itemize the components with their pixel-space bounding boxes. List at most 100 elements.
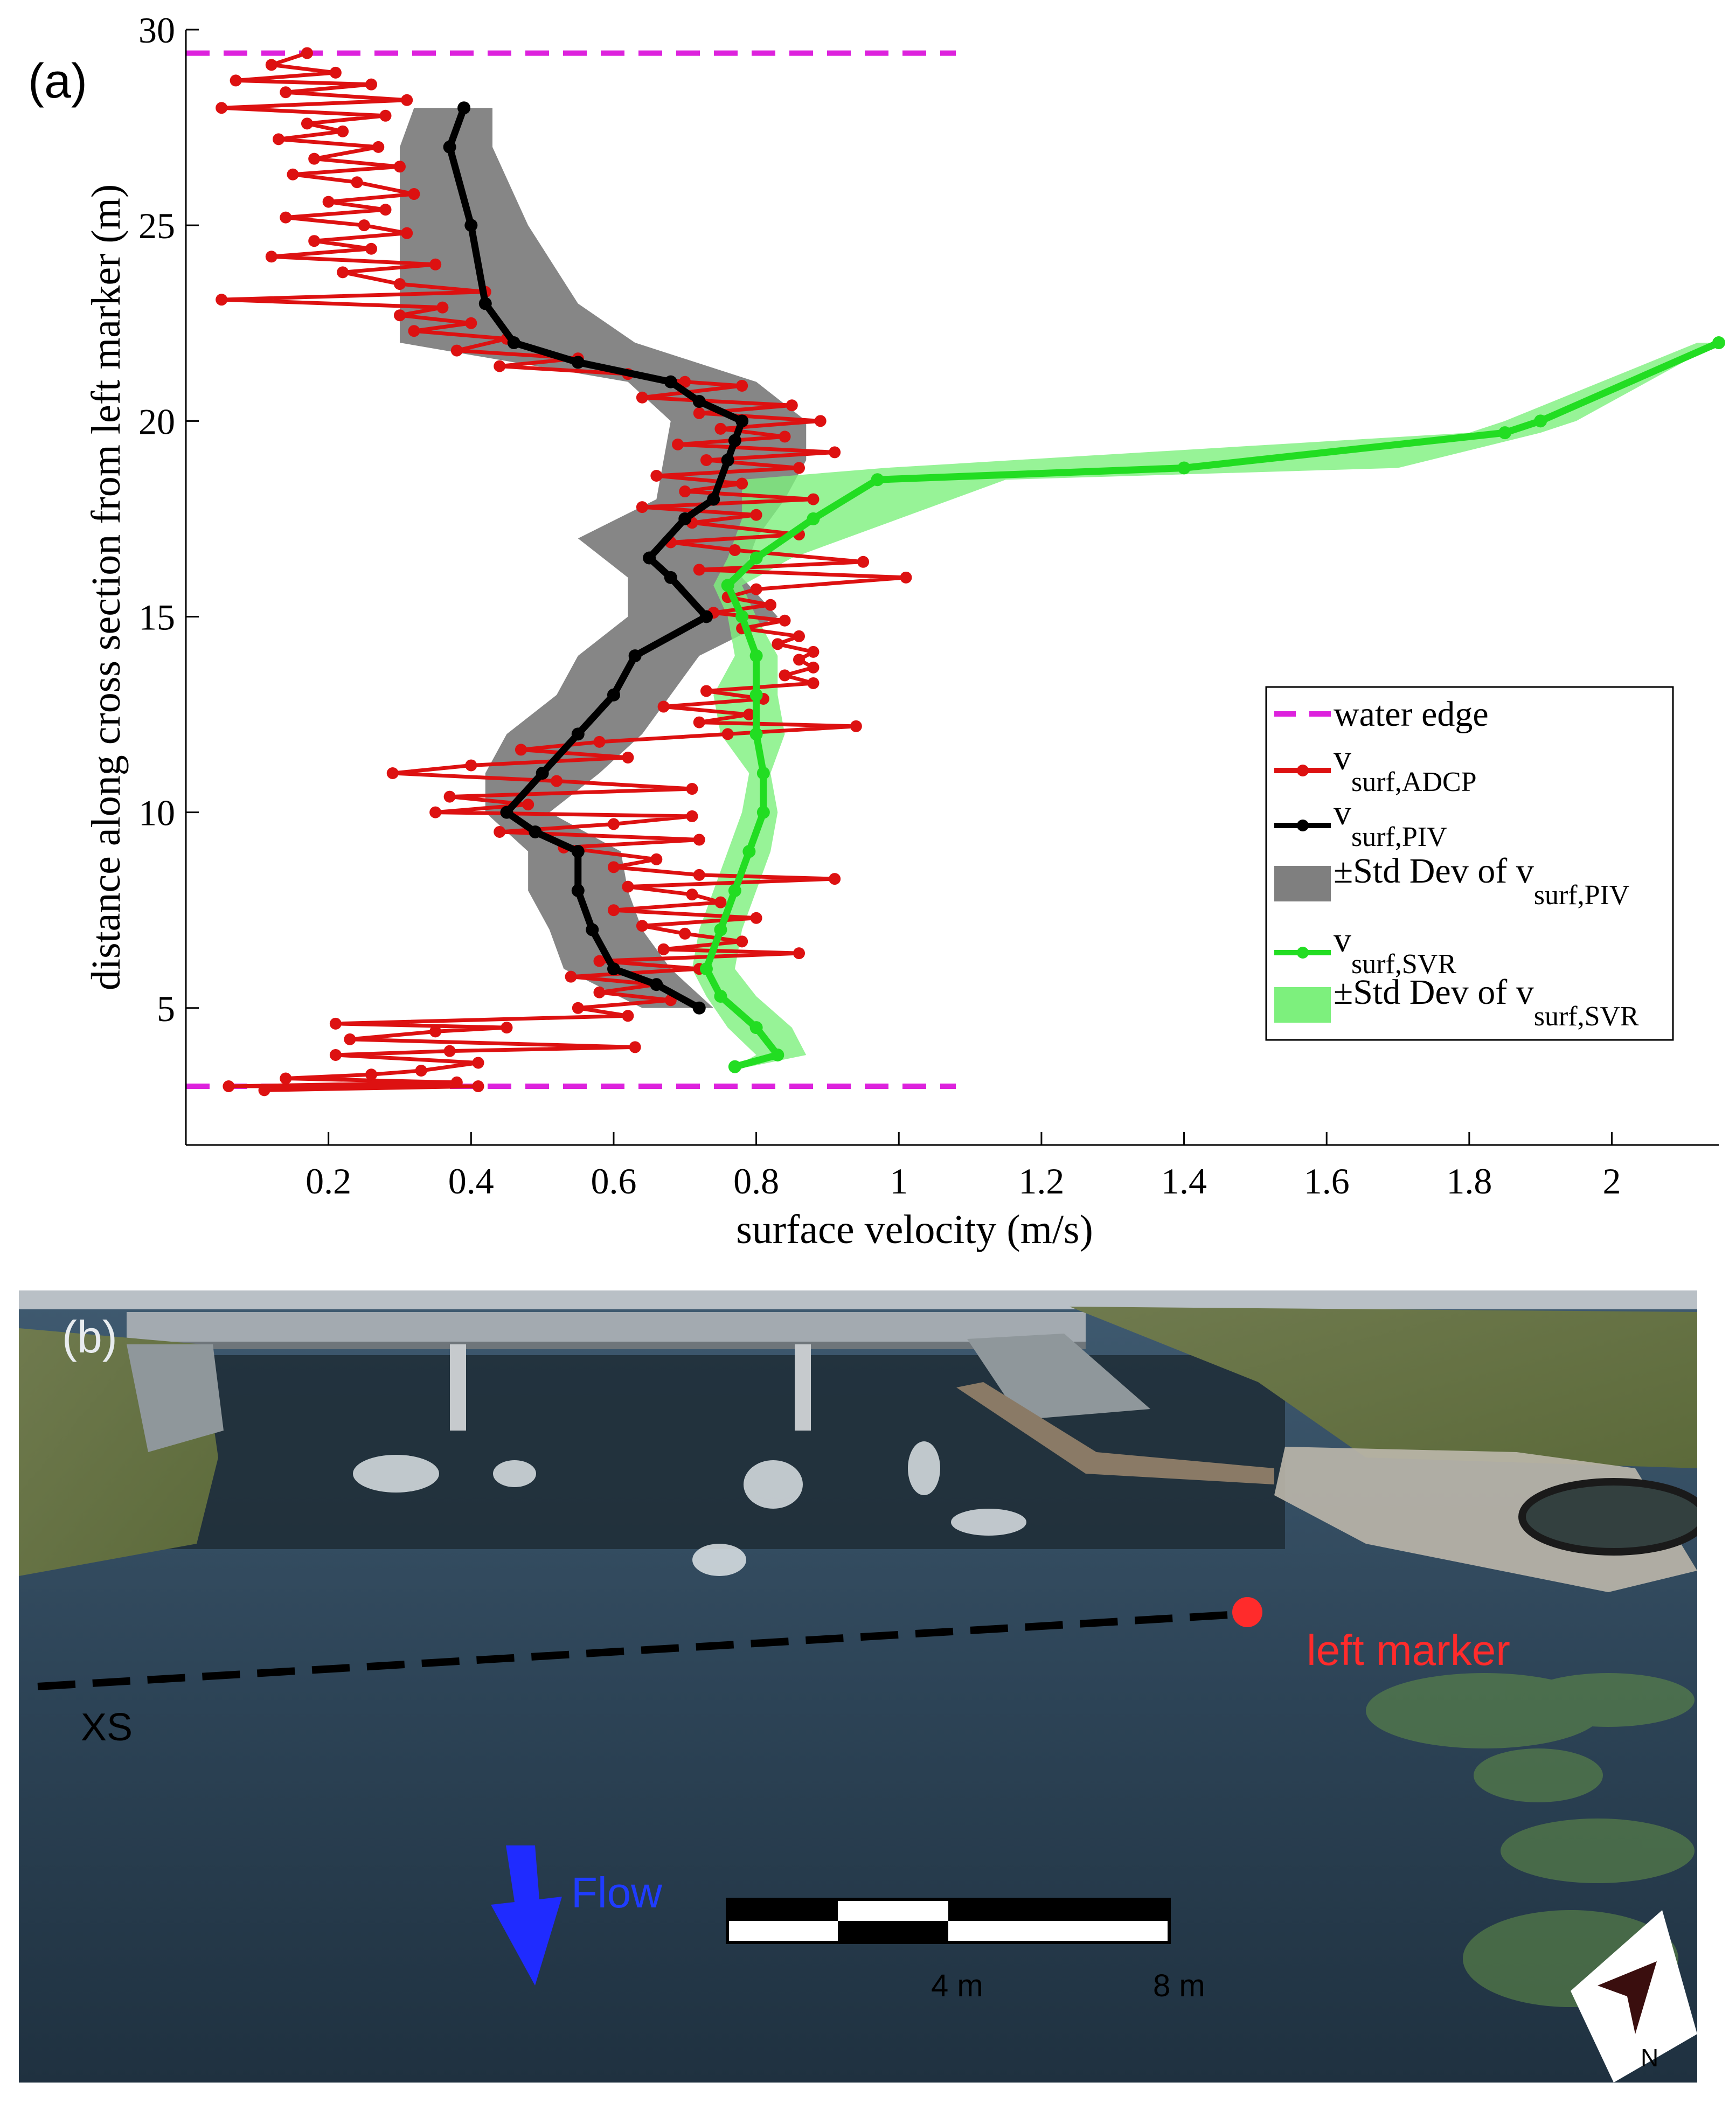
data-point [793,462,805,474]
data-point [650,470,663,482]
data-point [622,1010,634,1022]
data-point [692,1001,706,1015]
y-tick-label: 25 [138,205,175,246]
data-point [408,188,420,200]
x-tick-label: 0.4 [448,1161,494,1202]
data-point [750,912,762,924]
data-point [857,556,870,568]
data-point [386,767,399,779]
data-point [329,1017,342,1030]
data-point [807,493,820,505]
data-point [693,869,705,881]
x-tick-label: 2 [1603,1161,1621,1202]
data-point [301,47,313,59]
data-point [750,583,762,595]
data-point [699,962,713,976]
data-point [678,512,692,525]
data-point [707,492,720,506]
data-point [721,728,734,740]
panel-a-label: (a) [28,54,87,108]
data-point [593,986,606,998]
data-point [714,923,727,936]
data-point [793,654,805,666]
data-point [750,509,762,521]
data-point [728,1060,741,1073]
data-point [329,66,342,79]
data-point [551,775,563,787]
data-point [779,669,791,682]
data-point [1534,414,1547,428]
data-point [749,1021,763,1035]
data-point [686,810,698,822]
data-point [457,101,471,115]
data-point [216,102,228,114]
x-axis-title: surface velocity (m/s) [736,1207,1093,1252]
x-tick-label: 1.2 [1018,1161,1064,1202]
data-point [622,751,634,764]
legend-swatch-marker [1297,820,1309,831]
aerial-photo-panel-b: XS left marker Flow 4 m 8 m N (b) [19,1290,1697,2083]
data-point [365,78,378,91]
data-point [401,227,413,239]
data-point [429,806,442,818]
data-point [230,74,242,87]
data-point [450,344,463,357]
data-point [807,512,820,525]
data-point [721,453,734,467]
data-point [736,379,748,392]
scale-label-4m: 4 m [931,1968,983,2003]
left-abutment [127,1344,224,1452]
data-point [358,219,370,232]
data-point [593,735,606,748]
data-point [565,970,577,983]
data-point [344,1033,356,1045]
data-point [900,571,912,584]
right-abutment [967,1334,1150,1420]
data-point [765,599,777,611]
data-point [429,1025,442,1038]
y-tick-label: 15 [138,596,175,637]
x-tick-label: 1 [890,1161,908,1202]
data-point [337,266,349,279]
data-point [686,889,698,901]
left-marker-dot [1232,1597,1262,1627]
y-tick-label: 5 [157,988,175,1029]
legend-swatch-marker [1297,765,1309,776]
data-point [379,204,392,216]
std-dev-bands [399,108,1719,1067]
data-point [464,219,478,232]
data-point [465,317,477,329]
data-point [693,407,705,419]
data-point [415,1065,427,1077]
data-point [472,1080,484,1093]
series-lines [216,47,1725,1096]
data-point [443,1045,456,1057]
data-point [742,845,756,858]
data-point [472,1057,484,1069]
data-point [372,141,385,153]
data-point [735,414,749,428]
cross-section-line [37,1610,1248,1690]
data-point [408,325,420,337]
data-point [807,677,820,689]
data-point [273,133,285,145]
data-point [571,884,585,897]
data-point [686,783,698,795]
data-point [1498,426,1512,440]
panel-b-label: (b) [62,1311,117,1362]
data-point [322,196,335,208]
data-point [515,744,527,756]
data-point [672,438,684,450]
data-point [507,336,520,350]
north-label: N [1641,2044,1658,2072]
data-point [572,1002,584,1014]
data-point [478,297,492,310]
data-point [771,1048,784,1061]
data-point [749,727,763,741]
pond [1518,1478,1697,1556]
data-point [265,251,277,263]
data-point [536,767,549,780]
data-point [636,391,648,404]
data-point [657,700,670,713]
